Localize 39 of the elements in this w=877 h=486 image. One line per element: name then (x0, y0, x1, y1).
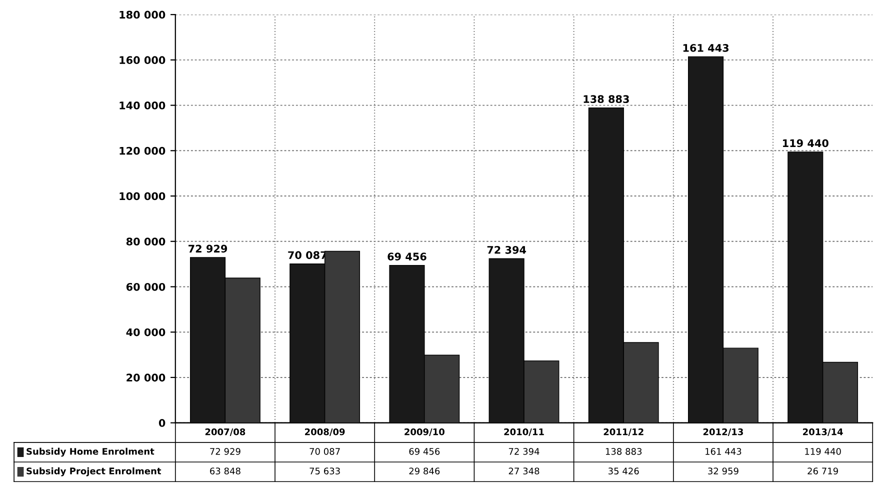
data-label: 32 959 (708, 468, 738, 474)
text: 119 440 (783, 139, 828, 148)
data-label: 72 929 (210, 448, 240, 455)
x-tick-label: 2008/09 (305, 428, 345, 436)
data-label: 70 087 (310, 448, 340, 455)
y-tick-label: 160 000 (120, 56, 166, 64)
x-tick-label: 2012/13 (703, 428, 743, 436)
data-label: 119 440 (805, 448, 841, 455)
data-label: 29 846 (409, 468, 440, 474)
y-tick-label: 40 000 (126, 328, 166, 336)
y-tick-label: 180 000 (120, 10, 166, 19)
data-label: 138 883 (606, 448, 642, 455)
text: 161 443 (683, 44, 729, 52)
text: 69 456 (388, 252, 426, 260)
data-label: 75 633 (310, 468, 340, 474)
text: 72 929 (188, 244, 228, 253)
data-label: 69 456 (409, 448, 440, 455)
text: 72 394 (487, 246, 526, 254)
legend-label: Subsidy Home Enrolment (26, 448, 154, 457)
y-tick-label: 120 000 (120, 146, 166, 155)
data-label: 63 848 (210, 468, 240, 474)
y-tick-label: 140 000 (120, 102, 166, 110)
y-tick-label: 80 000 (126, 238, 166, 246)
x-tick-label: 2011/12 (604, 428, 644, 436)
x-tick-label: 2010/11 (504, 428, 544, 436)
data-label: 72 394 (508, 448, 540, 455)
y-tick-label: 0 (158, 419, 166, 427)
y-tick-label: 20 000 (126, 374, 166, 382)
y-tick-label: 60 000 (126, 282, 166, 291)
text: 138 883 (584, 95, 629, 104)
data-label: 26 719 (808, 468, 838, 474)
data-label: 161 443 (706, 448, 742, 455)
data-label: 35 426 (608, 468, 639, 474)
y-tick-label: 100 000 (120, 192, 166, 200)
x-tick-label: 2013/14 (803, 428, 843, 436)
x-tick-label: 2009/10 (404, 428, 444, 436)
x-tick-label: 2007/08 (205, 428, 246, 436)
legend-label: Subsidy Project Enrolment (26, 467, 162, 476)
data-label: 27 348 (508, 468, 540, 474)
